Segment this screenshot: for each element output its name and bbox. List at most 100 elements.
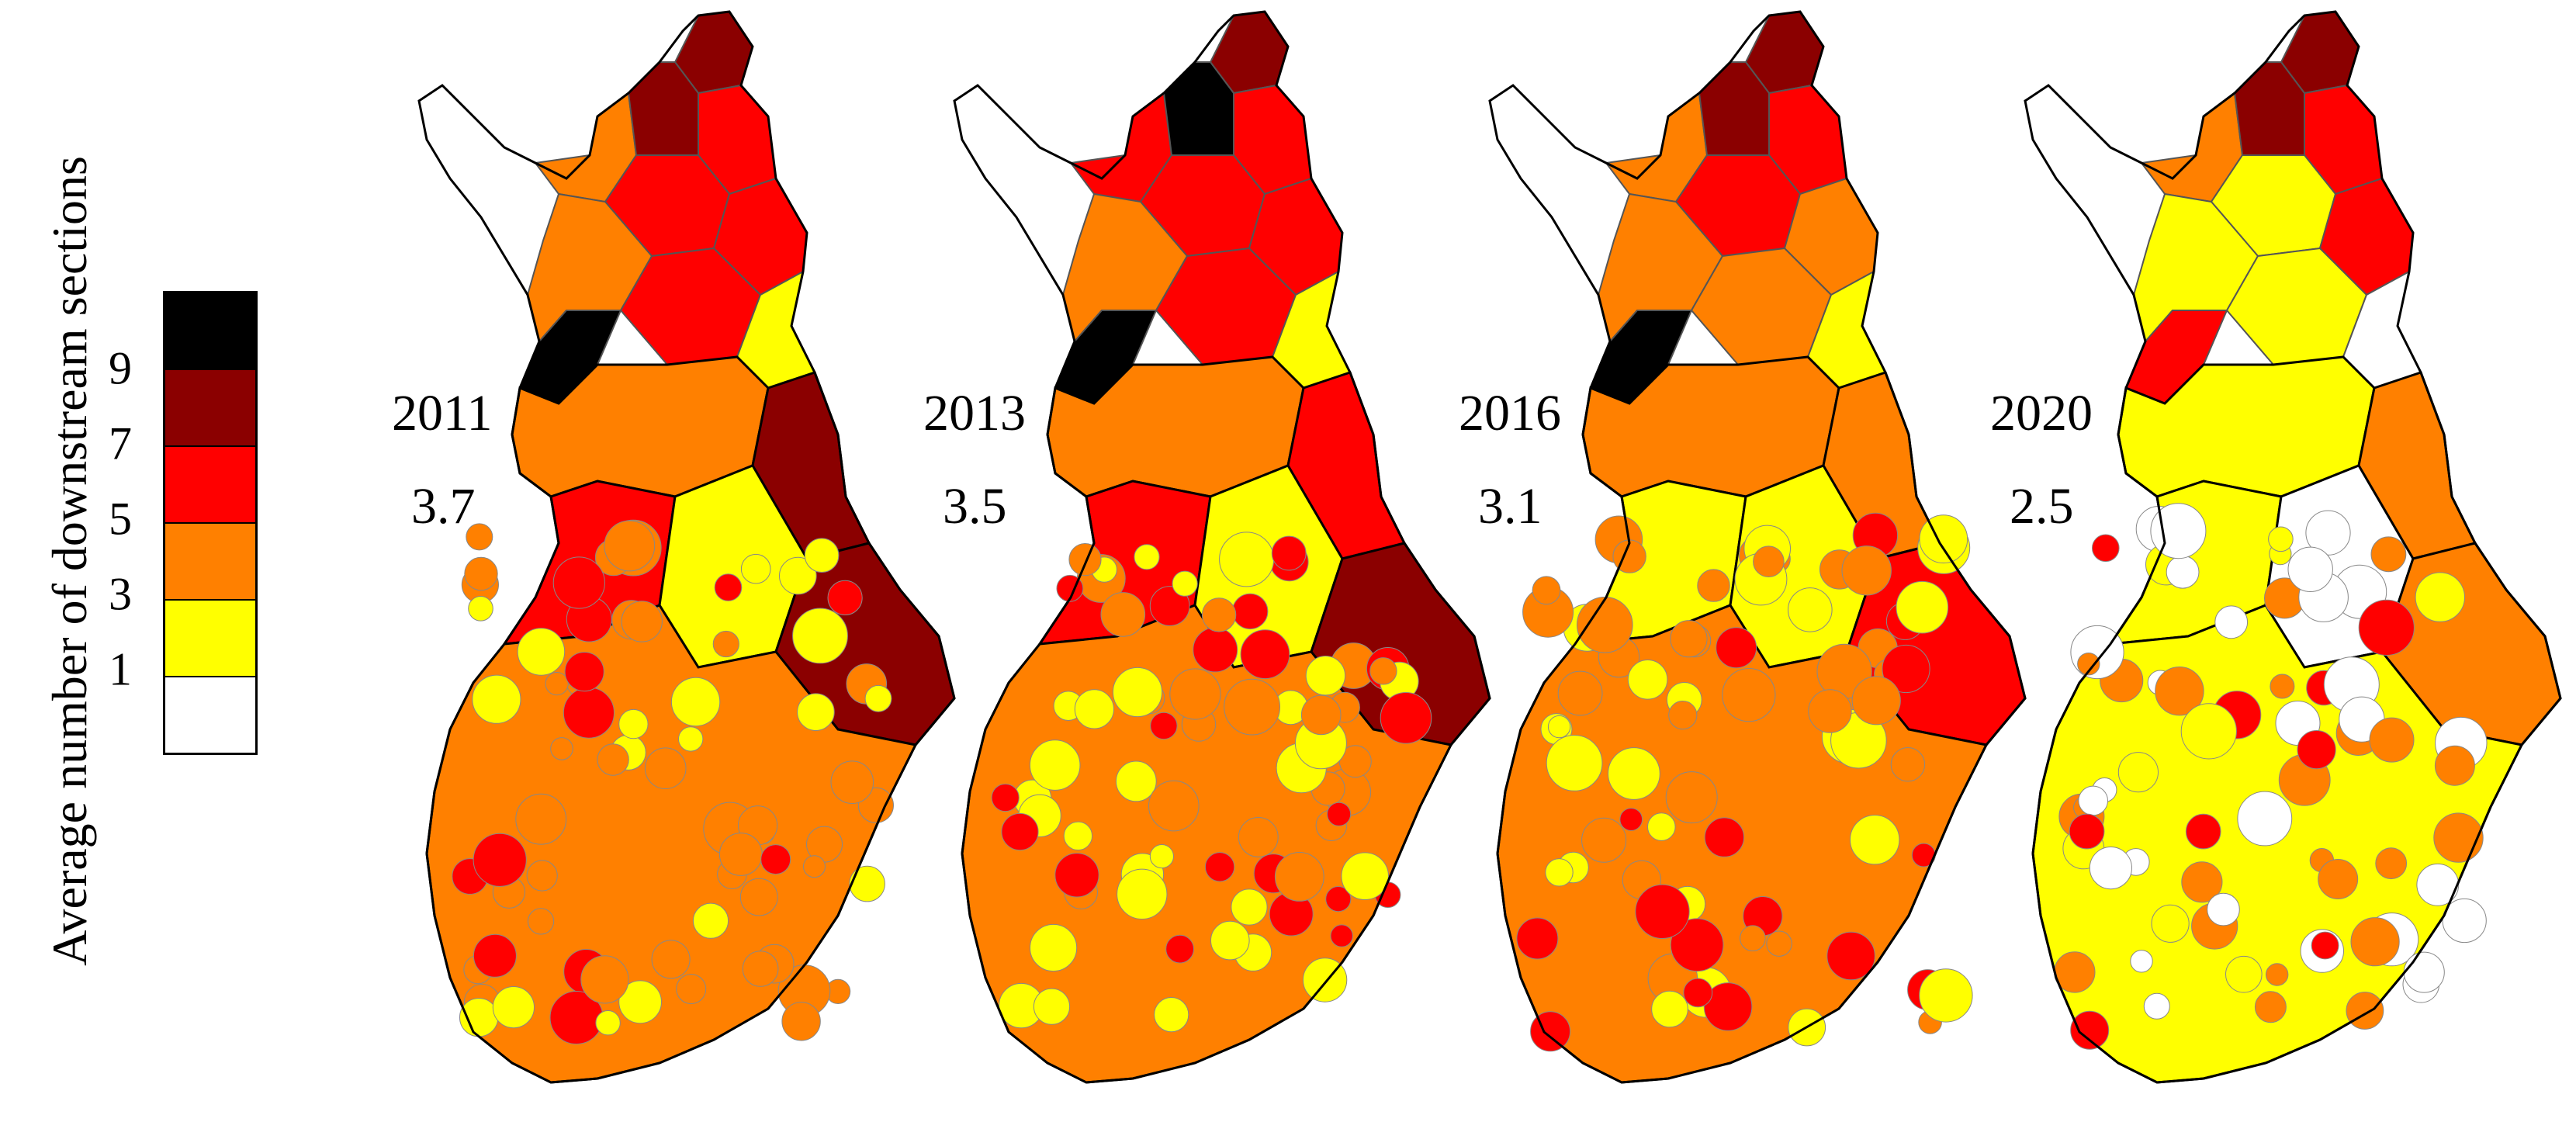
municipality-patch bbox=[1326, 802, 1352, 826]
municipality-patch bbox=[1581, 817, 1627, 863]
municipality-patch bbox=[849, 865, 885, 902]
municipality-patch bbox=[526, 860, 558, 892]
municipality-patch bbox=[2237, 791, 2293, 847]
municipality-patch bbox=[550, 737, 573, 760]
legend-swatch-5-7 bbox=[165, 447, 255, 524]
municipality-patch bbox=[563, 687, 615, 739]
municipality-patch bbox=[1532, 576, 1561, 605]
municipality-patch bbox=[1651, 990, 1688, 1028]
municipality-patch bbox=[1271, 535, 1307, 571]
municipality-patch bbox=[1380, 692, 1432, 744]
municipality-patch bbox=[2297, 730, 2336, 770]
municipality-patch bbox=[1608, 747, 1660, 800]
municipality-patch bbox=[459, 998, 499, 1037]
municipality-patch bbox=[552, 556, 605, 609]
municipality-patch bbox=[2403, 951, 2445, 993]
average-label-2013: 3.5 bbox=[943, 478, 1007, 535]
municipality-patch bbox=[1204, 852, 1235, 882]
municipality-patch bbox=[604, 520, 656, 572]
municipality-patch bbox=[595, 1010, 621, 1036]
municipality-patch bbox=[1115, 760, 1157, 802]
municipality-patch bbox=[1232, 593, 1269, 630]
municipality-patch bbox=[830, 760, 874, 805]
municipality-patch bbox=[1074, 689, 1114, 729]
municipality-patch bbox=[1890, 747, 1926, 782]
municipality-patch bbox=[473, 933, 517, 978]
municipality-patch bbox=[2207, 892, 2240, 926]
municipality-patch bbox=[2442, 898, 2487, 944]
municipality-patch bbox=[1704, 817, 1745, 857]
municipality-patch bbox=[718, 833, 763, 876]
municipality-patch bbox=[1274, 852, 1324, 902]
average-label-2020: 2.5 bbox=[2010, 478, 2074, 535]
municipality-patch bbox=[1577, 597, 1633, 653]
municipality-patch bbox=[1150, 712, 1178, 740]
municipality-patch bbox=[1224, 678, 1281, 736]
municipality-patch bbox=[2070, 1010, 2110, 1050]
municipality-patch bbox=[1697, 569, 1730, 602]
municipality-patch bbox=[2143, 992, 2170, 1020]
legend-tick-1: 1 bbox=[109, 643, 132, 695]
municipality-patch bbox=[864, 684, 892, 712]
legend-swatch-0-1 bbox=[165, 677, 255, 753]
legend-tick-7: 7 bbox=[109, 417, 132, 469]
municipality-patch bbox=[1740, 925, 1766, 951]
municipality-patch bbox=[1117, 868, 1168, 920]
municipality-patch bbox=[580, 955, 629, 1004]
legend-swatch-7-9 bbox=[165, 370, 255, 447]
municipality-patch bbox=[1029, 739, 1081, 791]
municipality-patch bbox=[1112, 667, 1163, 718]
municipality-patch bbox=[740, 553, 771, 584]
municipality-patch bbox=[1546, 735, 1603, 791]
municipality-patch bbox=[1647, 812, 1676, 841]
municipality-patch bbox=[2350, 917, 2400, 967]
municipality-patch bbox=[1068, 543, 1102, 577]
color-legend bbox=[163, 291, 258, 755]
municipality-patch bbox=[742, 951, 779, 987]
municipality-patch bbox=[2181, 861, 2223, 903]
municipality-patch bbox=[1668, 701, 1698, 730]
municipality-patch bbox=[797, 693, 835, 732]
municipality-patch bbox=[1716, 627, 1757, 669]
municipality-patch bbox=[1619, 808, 1643, 831]
municipality-patch bbox=[2254, 991, 2287, 1023]
municipality-patch bbox=[2185, 813, 2221, 850]
legend-swatch-3-5 bbox=[165, 524, 255, 601]
municipality-patch bbox=[1134, 544, 1160, 570]
municipality-patch bbox=[1635, 884, 1690, 940]
municipality-patch bbox=[1841, 545, 1892, 596]
year-label-2011: 2011 bbox=[392, 385, 493, 442]
municipality-patch bbox=[1030, 923, 1078, 972]
municipality-patch bbox=[1100, 592, 1146, 637]
municipality-patch bbox=[464, 556, 498, 591]
municipality-patch bbox=[991, 783, 1020, 812]
municipality-patch bbox=[597, 743, 629, 776]
municipality-patch bbox=[2117, 752, 2159, 793]
municipality-patch bbox=[1545, 858, 1574, 887]
municipality-patch bbox=[1154, 997, 1189, 1033]
municipality-patch bbox=[2433, 812, 2484, 863]
average-label-2016: 3.1 bbox=[1478, 478, 1542, 535]
municipality-patch bbox=[1826, 931, 1875, 981]
municipality-patch bbox=[1557, 670, 1603, 716]
municipality-patch bbox=[712, 630, 739, 658]
municipality-patch bbox=[1330, 924, 1353, 947]
municipality-patch bbox=[2151, 904, 2190, 943]
country-outline bbox=[417, 10, 956, 1084]
average-label-2011: 3.7 bbox=[411, 478, 476, 535]
year-label-2020: 2020 bbox=[1990, 385, 2093, 442]
municipality-patch bbox=[2089, 847, 2132, 890]
municipality-patch bbox=[1201, 597, 1237, 632]
municipality-patch bbox=[1369, 657, 1397, 685]
municipality-patch bbox=[473, 833, 527, 887]
municipality-patch bbox=[2214, 605, 2249, 639]
finland-map-2016 bbox=[1488, 10, 2027, 1084]
municipality-patch bbox=[1001, 812, 1039, 851]
municipality-patch bbox=[2078, 785, 2108, 816]
municipality-patch bbox=[1683, 978, 1713, 1008]
municipality-patch bbox=[1627, 660, 1668, 700]
municipality-patch bbox=[618, 708, 649, 739]
municipality-patch bbox=[781, 1002, 821, 1041]
municipality-patch bbox=[1325, 886, 1352, 912]
legend-swatch-1-3 bbox=[165, 601, 255, 677]
